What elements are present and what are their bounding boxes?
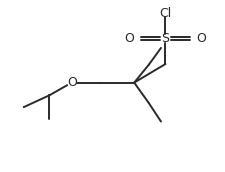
- Text: Cl: Cl: [159, 7, 171, 20]
- Text: S: S: [161, 32, 169, 45]
- Text: O: O: [66, 76, 76, 89]
- Text: O: O: [124, 32, 134, 45]
- Text: O: O: [196, 32, 206, 45]
